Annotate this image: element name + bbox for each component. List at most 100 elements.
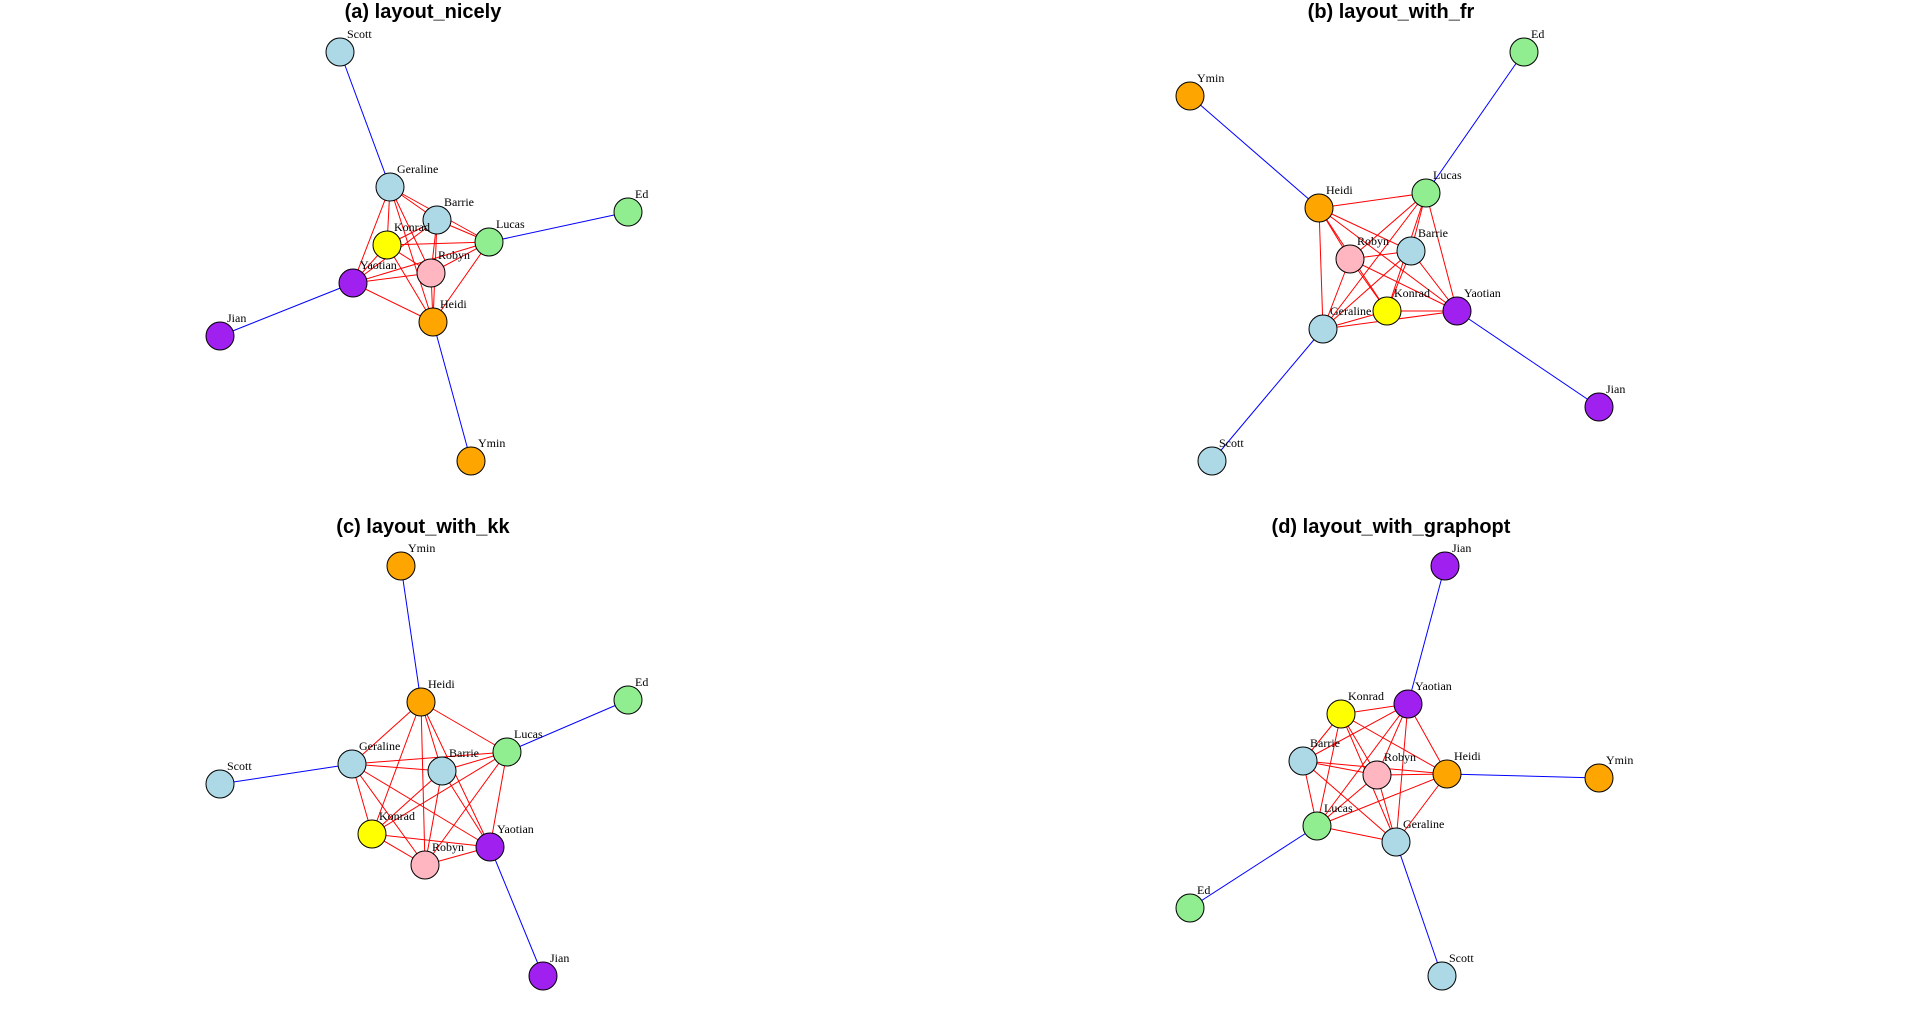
- node-label-geraline: Geraline: [397, 162, 438, 176]
- node-geraline: [1381, 827, 1411, 857]
- node-label-heidi: Heidi: [440, 297, 467, 311]
- node-lucas: [1411, 178, 1441, 208]
- node-group: Scott Geraline Barrie Konrad Lucas Ed Robyn Yao…: [205, 27, 648, 476]
- node-label-heidi: Heidi: [1326, 183, 1353, 197]
- node-lucas: [492, 737, 522, 767]
- node-label-ed: Ed: [1197, 883, 1210, 897]
- node-label-barrie: Barrie: [449, 746, 479, 760]
- node-yaotian: [338, 268, 368, 298]
- node-label-lucas: Lucas: [496, 217, 525, 231]
- node-label-yaotian: Yaotian: [360, 258, 397, 272]
- node-geraline: [337, 749, 367, 779]
- node-group: Ed Ymin Heidi Lucas Robyn Barrie Konrad Yaotian…: [1175, 27, 1625, 476]
- node-jian: [528, 961, 558, 991]
- node-konrad: [372, 230, 402, 260]
- pendant-edge-scott-geraline: [219, 763, 353, 785]
- node-label-lucas: Lucas: [514, 727, 543, 741]
- node-konrad: [1326, 699, 1356, 729]
- core-edge-lucas-heidi: [432, 241, 490, 323]
- node-label-ymin: Ymin: [478, 436, 505, 450]
- core-edge-geraline-heidi: [389, 186, 434, 323]
- node-label-robyn: Robyn: [432, 840, 464, 854]
- node-label-jian: Jian: [1452, 541, 1471, 555]
- node-label-ymin: Ymin: [1197, 71, 1224, 85]
- node-heidi: [406, 687, 436, 717]
- node-label-robyn: Robyn: [438, 248, 470, 262]
- pendant-edge-jian-yaotian: [1407, 565, 1446, 705]
- node-label-geraline: Geraline: [1403, 817, 1444, 831]
- node-label-jian: Jian: [227, 311, 246, 325]
- node-label-konrad: Konrad: [379, 809, 415, 823]
- panel-title: (c) layout_with_kk: [336, 516, 510, 538]
- node-label-konrad: Konrad: [394, 220, 430, 234]
- node-label-barrie: Barrie: [1310, 736, 1340, 750]
- core-edge-konrad-lucas: [1316, 713, 1342, 827]
- edge-group: [1189, 565, 1600, 977]
- node-ed: [613, 685, 643, 715]
- pendant-edge-jian-yaotian: [1456, 310, 1600, 408]
- node-label-scott: Scott: [347, 27, 372, 41]
- edge-group: [219, 565, 629, 977]
- panel-layout-with-graphopt: (d) layout_with_graphopt Jian Konrad Yaoti…: [1175, 516, 1633, 991]
- node-ymin: [456, 446, 486, 476]
- node-label-ed: Ed: [635, 675, 648, 689]
- core-edge-konrad-yaotian: [371, 833, 491, 848]
- pendant-edge-ed-lucas: [1425, 51, 1525, 194]
- core-edge-barrie-robyn: [424, 770, 443, 866]
- core-edge-yaotian-heidi: [1318, 207, 1458, 312]
- core-edge-geraline-heidi: [351, 701, 422, 765]
- node-scott: [1427, 961, 1457, 991]
- node-yaotian: [1393, 689, 1423, 719]
- node-geraline: [1308, 314, 1338, 344]
- core-edge-lucas-robyn: [1349, 192, 1427, 260]
- core-edge-geraline-barrie: [1322, 250, 1412, 330]
- node-yaotian: [1442, 296, 1472, 326]
- core-edge-barrie-konrad: [371, 770, 443, 835]
- core-edge-geraline-lucas: [351, 751, 508, 765]
- node-label-heidi: Heidi: [1454, 749, 1481, 763]
- core-edge-konrad-lucas: [371, 751, 508, 835]
- node-robyn: [416, 258, 446, 288]
- core-edge-geraline-yaotian: [1395, 703, 1409, 843]
- panel-title: (b) layout_with_fr: [1308, 1, 1475, 23]
- node-label-ymin: Ymin: [408, 541, 435, 555]
- node-label-ed: Ed: [1531, 27, 1544, 41]
- core-edge-geraline-heidi: [1318, 207, 1324, 330]
- pendant-edge-scott-geraline: [1395, 841, 1443, 977]
- core-edge-geraline-yaotian: [351, 763, 491, 848]
- core-edge-lucas-yaotian: [489, 751, 508, 848]
- node-jian: [205, 321, 235, 351]
- node-konrad: [357, 819, 387, 849]
- pendant-edge-ymin-heidi: [400, 565, 422, 703]
- panel-title: (a) layout_nicely: [345, 1, 503, 23]
- core-edge-robyn-yaotian: [1349, 258, 1458, 312]
- node-label-barrie: Barrie: [1418, 226, 1448, 240]
- core-edge-konrad-lucas: [386, 241, 490, 246]
- node-label-geraline: Geraline: [1330, 304, 1371, 318]
- node-label-yaotian: Yaotian: [1415, 679, 1452, 693]
- node-label-scott: Scott: [1449, 951, 1474, 965]
- node-label-scott: Scott: [1219, 436, 1244, 450]
- node-yaotian: [475, 832, 505, 862]
- node-barrie: [1288, 746, 1318, 776]
- core-edge-konrad-heidi: [386, 244, 434, 323]
- node-label-ymin: Ymin: [1606, 753, 1633, 767]
- pendant-edge-ymin-heidi: [432, 321, 472, 462]
- node-geraline: [375, 172, 405, 202]
- node-konrad: [1372, 296, 1402, 326]
- node-group: Ymin Heidi Ed Lucas Geraline Barrie Scott Konra…: [205, 541, 648, 991]
- panel-title: (d) layout_with_graphopt: [1272, 516, 1511, 538]
- pendant-edge-scott-geraline: [339, 51, 391, 188]
- panel-layout-with-kk: (c) layout_with_kk Ymin Heidi Ed Lucas Geral…: [205, 516, 648, 991]
- node-ymin: [386, 551, 416, 581]
- pendant-edge-ymin-heidi: [1189, 95, 1320, 209]
- node-scott: [205, 769, 235, 799]
- node-ymin: [1175, 81, 1205, 111]
- node-label-robyn: Robyn: [1384, 750, 1416, 764]
- node-barrie: [422, 205, 452, 235]
- core-edge-lucas-yaotian: [1316, 703, 1409, 827]
- node-label-heidi: Heidi: [428, 677, 455, 691]
- node-robyn: [1362, 760, 1392, 790]
- node-label-robyn: Robyn: [1357, 234, 1389, 248]
